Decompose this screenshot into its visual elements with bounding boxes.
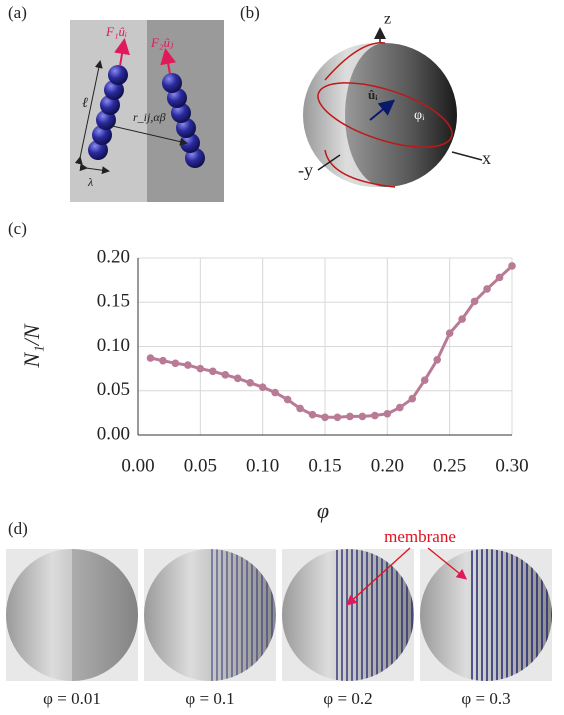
- y-axis-label: N₁/N: [19, 323, 44, 368]
- x-tick-label: 0.10: [246, 455, 279, 476]
- data-point: [296, 404, 304, 413]
- data-point: [196, 364, 205, 373]
- length-label: ℓ: [82, 96, 88, 111]
- data-point: [146, 354, 155, 362]
- data-point: [408, 394, 417, 403]
- force-arrow: [114, 38, 130, 67]
- data-point: [433, 355, 442, 364]
- data-point: [246, 378, 254, 387]
- x-tick-label: 0.00: [121, 455, 154, 476]
- x-tick-label: 0.15: [308, 455, 341, 476]
- data-point: [209, 367, 217, 376]
- data-point: [321, 413, 329, 422]
- data-point: [171, 359, 180, 368]
- caption: φ = 0.2: [323, 689, 372, 708]
- data-point: [184, 361, 192, 369]
- force-label: F₂ûⱼ: [150, 35, 174, 50]
- width-arrow: [79, 163, 110, 175]
- angle-label: φᵢ: [414, 108, 425, 123]
- snapshots: [6, 549, 552, 681]
- y-tick-label: 0.05: [97, 379, 130, 400]
- axis-label: z: [384, 11, 391, 28]
- panel-label: (c): [8, 219, 27, 238]
- distance-arrow: [107, 124, 188, 146]
- data-point: [358, 412, 367, 421]
- panel-label: (b): [240, 3, 260, 22]
- data-point: [258, 383, 267, 392]
- length-arrow: [74, 60, 103, 165]
- panel-label: (a): [8, 3, 27, 22]
- data-point: [371, 411, 379, 420]
- sphere-half: [345, 43, 457, 187]
- plot: 0.00 0.05 0.10 0.15 0.20 0.00 0.05 0.10 0.15 0.20…: [97, 246, 529, 476]
- panel-label: (d): [8, 519, 28, 538]
- data-point: [508, 262, 516, 270]
- x-tick-label: 0.05: [184, 455, 217, 476]
- data-point: [346, 412, 354, 421]
- vector-label: ûᵢ: [368, 87, 378, 102]
- annotation-arrow: [346, 547, 411, 606]
- great-circle: [317, 82, 453, 148]
- data-point: [283, 395, 292, 404]
- y-tick-label: 0.15: [97, 291, 130, 312]
- axis: [451, 151, 483, 161]
- orientation-vector: [369, 99, 396, 121]
- annotation: membrane: [384, 527, 456, 546]
- x-tick-label: 0.30: [495, 455, 528, 476]
- data-point: [383, 409, 392, 418]
- annotation-arrow: [427, 547, 468, 580]
- x-tick-label: 0.20: [371, 455, 404, 476]
- data-point: [333, 413, 342, 422]
- data-point: [271, 388, 279, 397]
- distance-label: r_ij,αβ: [133, 110, 166, 124]
- data-point: [221, 371, 230, 379]
- axis: [317, 154, 341, 171]
- great-circle: [324, 42, 396, 188]
- y-tick-label: 0.10: [97, 335, 130, 356]
- data-point: [308, 410, 317, 419]
- axis-label: x: [482, 148, 491, 168]
- force-arrow: [160, 48, 177, 75]
- y-tick-label: 0.20: [97, 246, 130, 267]
- data-point: [495, 273, 504, 282]
- x-tick-label: 0.25: [433, 455, 466, 476]
- data-point: [159, 356, 167, 365]
- force-label: F₁ûᵢ: [105, 24, 127, 39]
- caption: φ = 0.3: [461, 689, 510, 708]
- data-point: [420, 376, 429, 384]
- y-tick-label: 0.00: [97, 423, 130, 444]
- caption: φ = 0.1: [185, 689, 234, 708]
- data-point: [458, 315, 466, 323]
- data-point: [233, 374, 242, 383]
- caption: φ = 0.01: [43, 689, 101, 708]
- series-line: [150, 264, 514, 419]
- x-axis-label: φ: [317, 498, 329, 523]
- data-point: [483, 285, 491, 293]
- axis-label: -y: [298, 160, 313, 180]
- data-point: [445, 329, 454, 338]
- data-point: [396, 403, 404, 412]
- width-label: λ: [87, 175, 93, 189]
- data-point: [470, 297, 479, 306]
